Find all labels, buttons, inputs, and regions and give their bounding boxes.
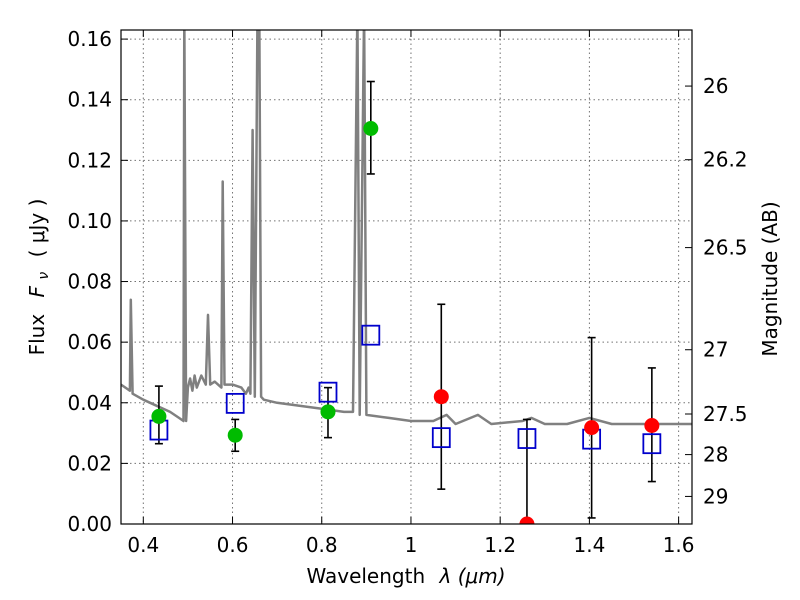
axis-ticks: 0.4 0.6 0.8 1 1.2 1.4 1.6 0.00 0.02 0.04 0.06 0.08 0… [67, 27, 747, 557]
y-tick-label: 0.02 [67, 451, 112, 475]
y-axis-label: Flux F ν ( μJy ) [25, 199, 53, 356]
x-tick-label: 0.8 [306, 533, 338, 557]
y-tick-label: 0.10 [67, 209, 112, 233]
red-point [644, 418, 660, 434]
x-tick-label: 0.4 [127, 533, 159, 557]
model-square [361, 324, 381, 346]
spectrum-line [121, 30, 692, 426]
y-axis-label-sub: ν [36, 272, 52, 280]
y2-tick-label: 28 [703, 443, 728, 467]
y2-tick-label: 26 [703, 74, 728, 98]
x-axis-label-text: Wavelength [306, 564, 425, 588]
y-tick-label: 0.00 [67, 512, 112, 536]
y2-tick-label: 26.2 [703, 148, 748, 172]
x-tick-label: 1.4 [573, 533, 605, 557]
grid [121, 30, 692, 525]
y2-tick-label: 27.5 [703, 402, 748, 426]
red-point [433, 389, 449, 405]
data-area [121, 30, 692, 524]
x-tick-label: 1 [405, 533, 418, 557]
y-tick-label: 0.14 [67, 88, 112, 112]
y-tick-label: 0.06 [67, 330, 112, 354]
y-tick-label: 0.08 [67, 270, 112, 294]
model-square [431, 427, 451, 449]
y-axis-label-unit: ( μJy ) [25, 199, 49, 258]
model-square [517, 428, 537, 449]
model-square [642, 433, 662, 455]
y-tick-label: 0.04 [67, 391, 112, 415]
y-axis-label-text: Flux [25, 314, 49, 356]
plot-frame [120, 29, 693, 525]
y2-axis-label: Magnitude (AB) [758, 201, 782, 356]
x-axis-label: Wavelength λ (μm) [306, 564, 505, 588]
x-tick-label: 1.6 [663, 533, 695, 557]
y2-tick-label: 26.5 [703, 236, 748, 260]
y2-tick-label: 27 [703, 338, 728, 362]
y-axis-label-math: F [25, 285, 49, 297]
y2-tick-label: 29 [703, 484, 728, 508]
y-tick-label: 0.16 [67, 27, 112, 51]
red-point [519, 516, 535, 524]
y-tick-label: 0.12 [67, 148, 112, 172]
green-point [363, 120, 379, 136]
red-point [584, 420, 600, 436]
x-tick-label: 1.2 [484, 533, 516, 557]
model-square [225, 392, 245, 414]
x-axis-label-math: λ (μm) [439, 564, 506, 588]
green-point [227, 427, 243, 443]
x-tick-label: 0.6 [217, 533, 249, 557]
green-point [151, 408, 167, 424]
model-square [318, 381, 338, 403]
green-point [320, 404, 336, 420]
